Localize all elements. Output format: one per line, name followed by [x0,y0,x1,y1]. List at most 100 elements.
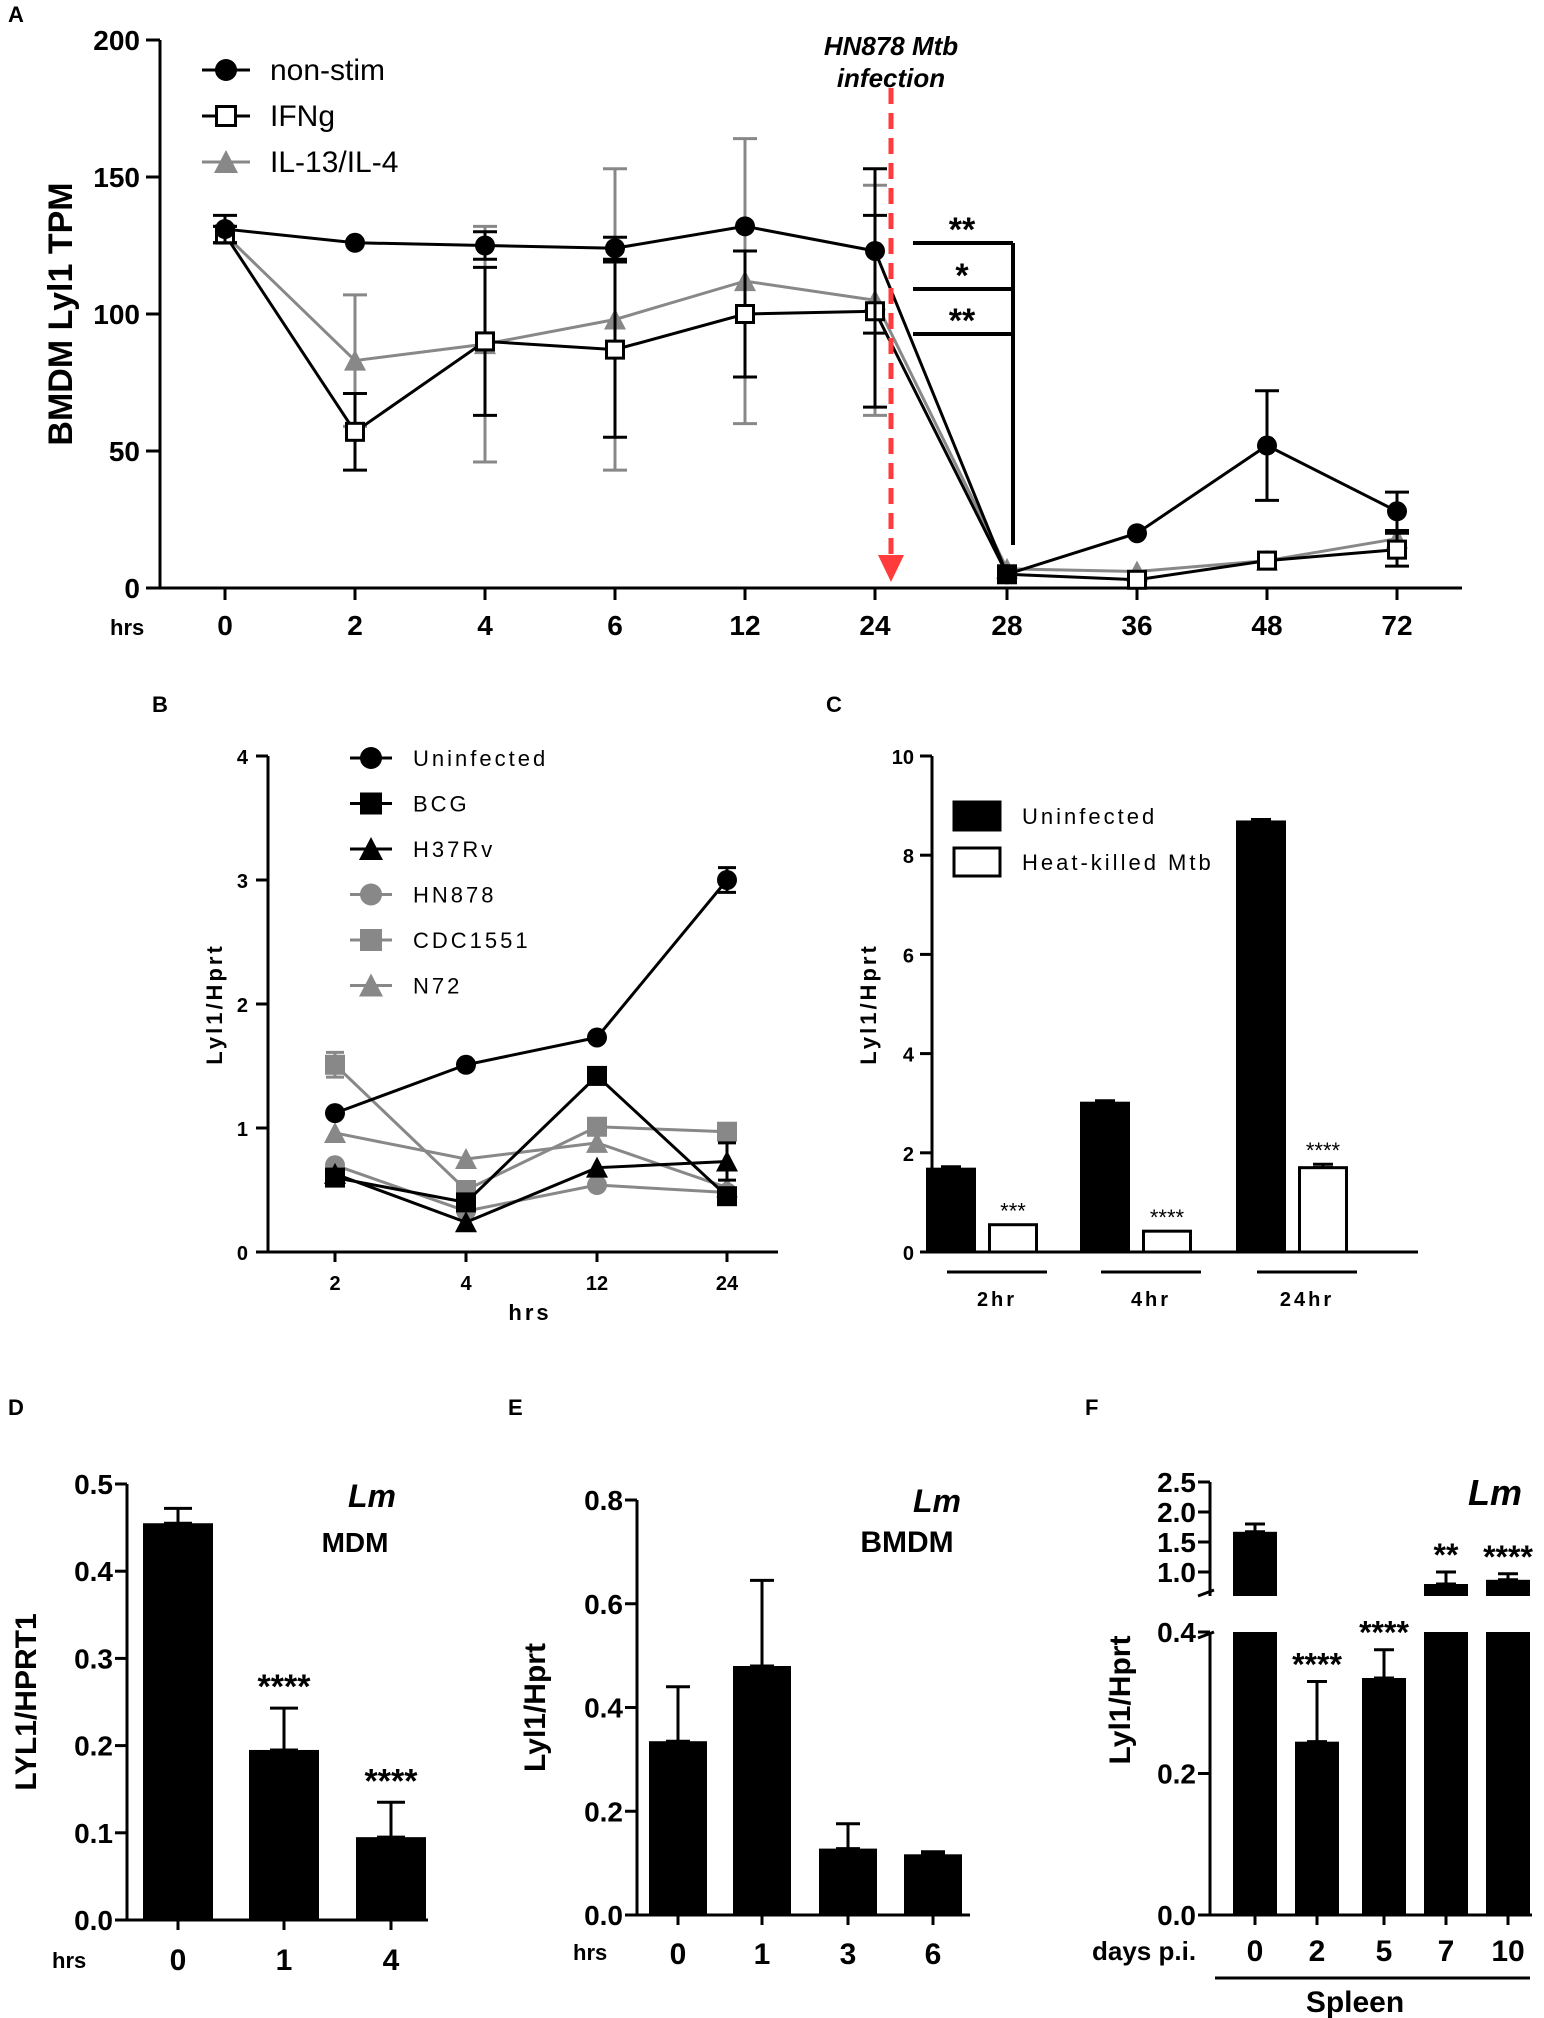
panel-b-ytick-label: 1 [237,1119,248,1141]
panel-b-series-line-1 [334,1073,729,1205]
panel-f-ylabel: Lyl1/Hprt [1104,1636,1137,1765]
panel-b-legend-marker [360,747,382,769]
panel-b-point [456,1192,476,1213]
panel-d-sig-label: **** [365,1762,419,1800]
panel-b-point [325,1167,345,1188]
panel-c-group-label: 4hr [1131,1289,1171,1311]
panel-b-point [587,1027,607,1048]
panel-d-ytick-label: 0.0 [74,1905,113,1936]
panel-c-ytick-label: 6 [903,945,914,967]
sig-label: ** [949,302,976,340]
panel-e-ytick-label: 0.2 [584,1796,623,1827]
panel-b-legend-marker [359,973,383,997]
panel-b-series-line-2 [334,1159,728,1224]
panel-a-legend-marker [215,59,237,81]
panel-d-ytick-label: 0.3 [74,1643,113,1674]
panel-a-legend-marker [214,150,238,173]
panel-f-xtick-label: 0 [1247,1935,1264,1968]
panel-a-point [1387,539,1407,560]
panel-e-xtick-label: 6 [925,1938,942,1971]
panel-c-ylabel: Lyl1/Hprt [856,943,881,1065]
panel-f-xtick-label: 2 [1309,1935,1326,1968]
panel-f-xlabel: days p.i. [1092,1936,1196,1966]
panel-b-point [455,1148,477,1169]
panel-a-series-line-1 [223,233,1398,582]
panel-a-legend-label: IFNg [270,100,335,133]
panel-f-bar-lower [1424,1632,1468,1915]
panel-c-ytick-label: 0 [903,1243,914,1265]
panel-b-xlabel: hrs [508,1300,551,1325]
infection-annotation-line2: infection [837,63,945,93]
panel-f-axis-break [1197,1588,1215,1598]
panel-b-point [717,870,737,890]
panel-b-series-line-0 [334,879,729,1115]
panel-b-xtick-label: 2 [329,1273,340,1295]
panel-b-point [586,1156,608,1178]
panel-d-label: D [8,1395,24,1420]
panel-e-bar [904,1854,962,1915]
panel-a-ytick-label: 0 [124,573,140,604]
panel-a-xtick-label: 2 [347,610,363,641]
panel-a-point [345,421,365,442]
panel-a-legend-label: IL-13/IL-4 [270,146,398,179]
panel-d-xtick-label: 1 [276,1944,293,1977]
sig-label: * [955,257,969,295]
panel-f-xtick-label: 10 [1491,1935,1524,1968]
panel-b-point [716,1150,738,1172]
panel-f-bar-upper [1486,1579,1530,1596]
panel-a-xtick-label: 6 [607,610,623,641]
panel-b-point [455,1211,477,1233]
panel-b-point [324,1121,346,1143]
panel-b-legend-marker [360,929,382,951]
panel-a-point [605,339,625,360]
panel-b-point [325,1103,345,1124]
panel-a-ytick-label: 100 [93,299,140,330]
panel-c-ytick-label: 8 [903,846,914,868]
panel-f-ytick-label: 0.4 [1157,1617,1196,1648]
panel-d-bar [143,1523,213,1920]
panel-c-ytick-label: 4 [903,1045,915,1067]
panel-b-legend-label: Uninfected [413,746,548,771]
panel-b-xtick-label: 24 [716,1273,739,1295]
infection-arrowhead [878,555,904,582]
panel-c-label: C [826,692,842,717]
panel-f-sig-label: **** [1292,1647,1342,1683]
panel-d-xtick-label: 0 [170,1944,187,1977]
panel-a-xtick-label: 36 [1121,610,1152,641]
panel-b-ytick-label: 0 [237,1243,248,1265]
panel-c-legend-swatch [952,846,1002,878]
panel-f-ytick-label: 0.0 [1157,1900,1196,1931]
panel-b-point [587,1175,607,1196]
panel-f-ytick-label: 0.2 [1157,1759,1196,1790]
panel-b-point [586,1131,608,1153]
panel-e-xtick-label: 1 [754,1938,771,1971]
sig-label: ** [949,211,976,249]
panel-a-ylabel: BMDM Lyl1 TPM [42,182,80,445]
panel-c-sig-label: *** [1000,1199,1026,1224]
panel-a-point [1387,501,1407,522]
panel-f-group-label: Spleen [1306,1986,1404,2018]
panel-f-title: Lm [1468,1472,1522,1513]
panel-b-point [456,1054,476,1075]
panel-f-xtick-label: 7 [1438,1935,1455,1968]
panel-a-xtick-label: 72 [1381,610,1412,641]
panel-c-bar [1142,1229,1192,1254]
panel-f-bar [1362,1677,1406,1915]
panel-e-bar [649,1741,707,1915]
panel-f-label: F [1085,1395,1098,1420]
panel-b-legend-marker [360,792,382,815]
panel-d-ytick-label: 0.1 [74,1818,113,1849]
panel-c-bar [1236,820,1286,1254]
panel-a-point [475,235,495,256]
panel-f-ytick-label: 1.5 [1157,1527,1196,1558]
panel-e-label: E [508,1395,523,1420]
panel-a-point [215,219,235,240]
panel-c-legend-label: Heat-killed Mtb [1022,850,1214,875]
panel-e-ytick-label: 0.0 [584,1900,623,1931]
panel-a-xtick-label: 48 [1251,610,1282,641]
panel-e-ytick-label: 0.4 [584,1693,623,1724]
panel-a-series-line-2 [223,233,1398,574]
panel-b-legend-label: CDC1551 [413,928,531,953]
panel-b-series-line-3 [334,1163,728,1213]
